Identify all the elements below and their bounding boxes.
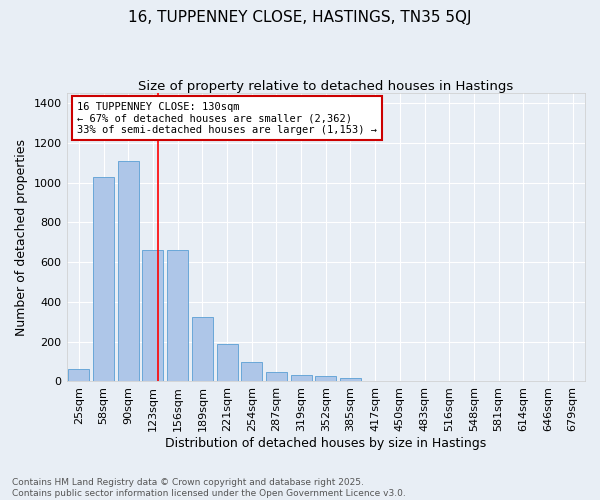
X-axis label: Distribution of detached houses by size in Hastings: Distribution of detached houses by size … (165, 437, 487, 450)
Bar (142, 250, 163, 382)
Bar (266, 372, 287, 382)
Text: 16 TUPPENNEY CLOSE: 130sqm
← 67% of detached houses are smaller (2,362)
33% of s: 16 TUPPENNEY CLOSE: 130sqm ← 67% of deta… (77, 102, 377, 135)
Bar (167, 250, 188, 382)
Bar (315, 376, 336, 382)
Bar (118, 160, 139, 382)
Bar (217, 344, 238, 382)
Y-axis label: Number of detached properties: Number of detached properties (15, 138, 28, 336)
Title: Size of property relative to detached houses in Hastings: Size of property relative to detached ho… (138, 80, 514, 93)
Text: 16, TUPPENNEY CLOSE, HASTINGS, TN35 5QJ: 16, TUPPENNEY CLOSE, HASTINGS, TN35 5QJ (128, 10, 472, 25)
Bar (340, 378, 361, 382)
Text: Contains HM Land Registry data © Crown copyright and database right 2025.
Contai: Contains HM Land Registry data © Crown c… (12, 478, 406, 498)
Bar (290, 376, 311, 382)
Bar (365, 381, 386, 382)
Bar (192, 317, 213, 382)
Bar (241, 362, 262, 382)
Bar (68, 368, 89, 382)
Bar (93, 176, 114, 382)
